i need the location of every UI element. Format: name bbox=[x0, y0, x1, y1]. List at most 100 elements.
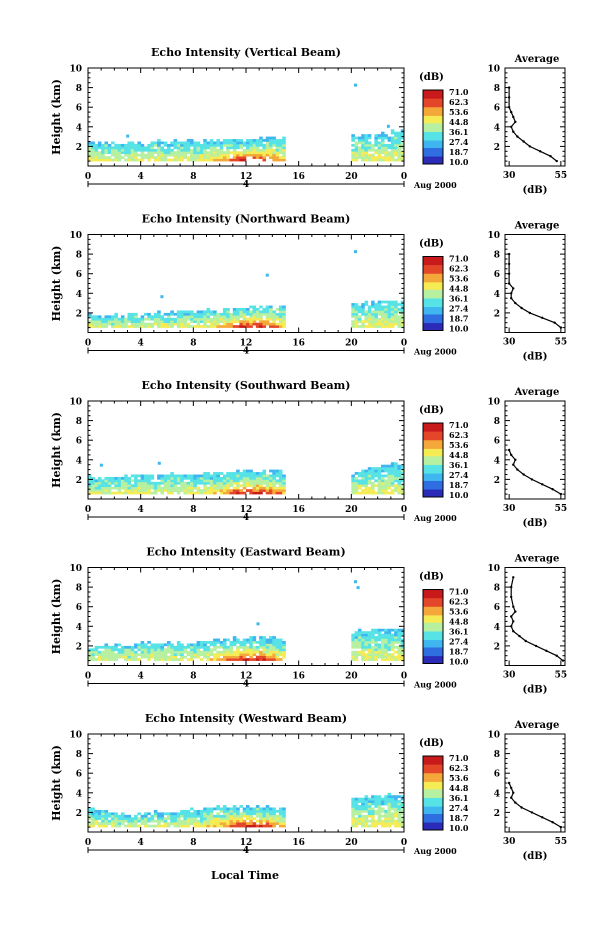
heatmap-cell bbox=[390, 148, 395, 152]
colorbar-swatch bbox=[423, 263, 443, 266]
heatmap-cell bbox=[127, 153, 132, 157]
colorbar-swatch bbox=[423, 647, 443, 650]
heatmap-cell bbox=[147, 479, 151, 483]
heatmap-cell bbox=[269, 491, 273, 495]
colorbar-swatch bbox=[423, 474, 443, 477]
colorbar-swatch bbox=[423, 160, 443, 162]
heatmap-cell bbox=[390, 472, 395, 475]
heatmap-cell bbox=[354, 158, 359, 162]
heatmap-cell bbox=[94, 822, 99, 825]
heatmap-cell bbox=[107, 650, 112, 654]
heatmap-cell bbox=[203, 146, 207, 150]
heatmap-cell bbox=[387, 312, 392, 316]
heatmap-cell bbox=[275, 315, 280, 319]
heatmap-cell bbox=[101, 645, 105, 649]
heatmap-cell bbox=[219, 484, 224, 488]
colorbar-swatch bbox=[423, 789, 443, 791]
heatmap-cell bbox=[384, 308, 388, 311]
heatmap-cell bbox=[272, 151, 276, 155]
y-tick-label: 6 bbox=[76, 770, 82, 780]
heatmap-cell bbox=[400, 795, 405, 798]
heatmap-cell bbox=[259, 819, 263, 823]
heatmap-cell bbox=[384, 325, 388, 328]
heatmap-cell bbox=[176, 315, 181, 319]
heatmap-cell bbox=[229, 158, 234, 162]
heatmap-cell bbox=[196, 824, 201, 828]
heatmap-cell bbox=[160, 655, 165, 659]
heatmap-cell bbox=[390, 643, 395, 647]
heatmap-cell bbox=[226, 809, 230, 813]
heatmap-cell bbox=[354, 819, 359, 823]
heatmap-cell bbox=[91, 153, 95, 157]
heatmap-cell bbox=[265, 491, 270, 495]
heatmap-cell bbox=[222, 807, 227, 811]
colorbar-swatch bbox=[423, 654, 443, 657]
heatmap-cell bbox=[239, 479, 244, 483]
heatmap-cell bbox=[364, 141, 369, 145]
heatmap-cell bbox=[272, 479, 276, 483]
heatmap-cell bbox=[199, 320, 204, 323]
heatmap-cell bbox=[390, 305, 395, 309]
heatmap-cell bbox=[153, 653, 158, 656]
heatmap-cell bbox=[170, 655, 174, 659]
heatmap-cell bbox=[394, 312, 398, 316]
heatmap-cell bbox=[88, 486, 92, 490]
colorbar-swatch bbox=[423, 323, 443, 325]
heatmap-cell bbox=[371, 636, 375, 639]
heatmap-cell bbox=[101, 822, 105, 825]
heatmap-cell bbox=[229, 653, 234, 656]
heatmap-cell bbox=[94, 146, 99, 150]
heatmap-cell bbox=[364, 800, 369, 803]
heatmap-cell bbox=[104, 481, 109, 485]
heatmap-cell bbox=[203, 484, 207, 488]
colorbar-swatch bbox=[423, 637, 443, 640]
heatmap-cell bbox=[134, 481, 138, 485]
heatmap-cell bbox=[371, 645, 375, 649]
colorbar-swatch bbox=[423, 467, 443, 470]
heatmap-cell bbox=[367, 802, 372, 806]
heatmap-cell bbox=[249, 310, 253, 314]
heatmap-cell bbox=[384, 486, 388, 490]
heatmap-cell bbox=[400, 129, 405, 132]
heatmap-cell bbox=[367, 636, 372, 639]
avg-x-tick-label: 55 bbox=[555, 837, 568, 847]
heatmap-cell bbox=[377, 631, 382, 634]
average-profile-point bbox=[507, 262, 511, 266]
heatmap-cell bbox=[180, 325, 184, 328]
heatmap-cell bbox=[272, 643, 276, 647]
heatmap-cell bbox=[186, 158, 191, 162]
colorbar-swatch bbox=[423, 257, 443, 260]
heatmap-cell bbox=[88, 148, 92, 152]
heatmap-cell bbox=[180, 486, 184, 490]
colorbar-swatch bbox=[423, 648, 443, 651]
heatmap-cell bbox=[130, 817, 135, 821]
heatmap-cell bbox=[265, 474, 270, 478]
heatmap-cell bbox=[97, 814, 102, 818]
colorbar bbox=[423, 256, 443, 331]
heatmap-cell bbox=[278, 484, 283, 488]
heatmap-cell bbox=[272, 472, 276, 475]
heatmap-cell bbox=[183, 812, 188, 816]
heatmap-cell bbox=[390, 151, 395, 155]
heatmap-cell bbox=[97, 322, 102, 326]
heatmap-cell bbox=[367, 476, 372, 480]
colorbar-tick-label: 10.0 bbox=[449, 157, 469, 167]
colorbar-swatch bbox=[423, 478, 443, 481]
heatmap-cell bbox=[226, 486, 230, 490]
heatmap-cell bbox=[193, 317, 197, 321]
heatmap-cell bbox=[180, 650, 184, 654]
average-profile-point bbox=[551, 488, 554, 491]
colorbar-swatch bbox=[423, 307, 443, 309]
heatmap-cell bbox=[374, 805, 378, 808]
heatmap-cell bbox=[367, 800, 372, 803]
heatmap-cell bbox=[278, 641, 283, 644]
heatmap-cell bbox=[380, 325, 385, 328]
heatmap-cell bbox=[265, 648, 270, 652]
colorbar-swatch bbox=[423, 326, 443, 329]
heatmap-cell bbox=[173, 819, 178, 823]
heatmap-cell bbox=[259, 645, 263, 649]
heatmap-cell bbox=[278, 158, 283, 162]
heatmap-cell bbox=[374, 312, 378, 316]
heatmap-cell bbox=[269, 824, 273, 828]
colorbar-swatch bbox=[423, 267, 443, 270]
